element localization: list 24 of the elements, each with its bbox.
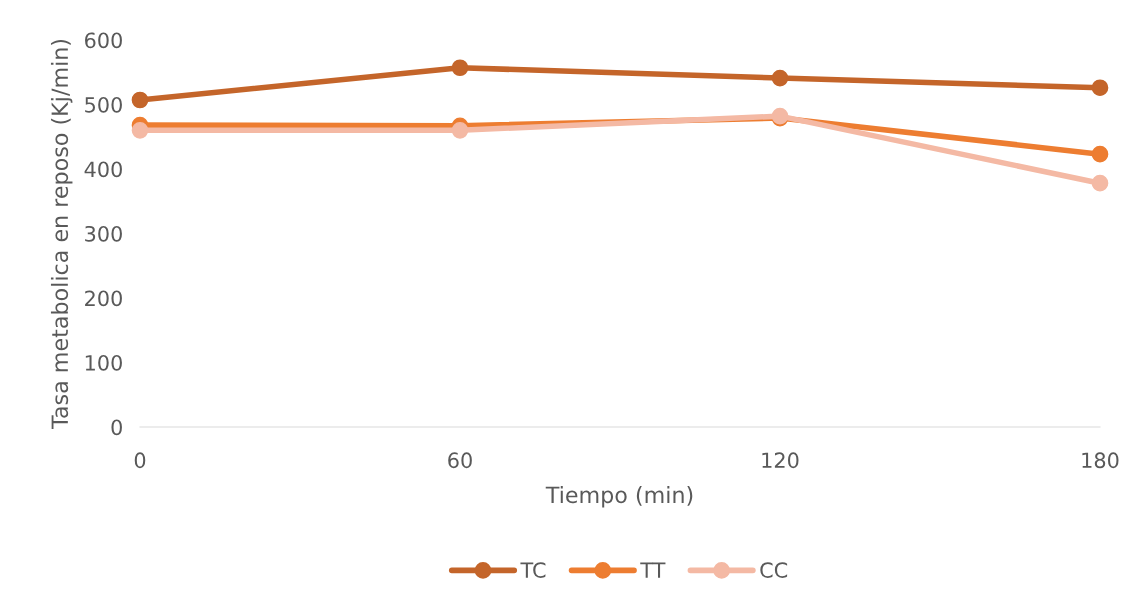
point bbox=[1091, 145, 1109, 163]
x-tick-label: 0 bbox=[134, 452, 146, 469]
y-tick-label: 500 bbox=[85, 96, 122, 113]
x-axis-title: Tiempo (min) bbox=[545, 486, 693, 508]
y-tick-label: 0 bbox=[111, 419, 122, 436]
point bbox=[771, 69, 789, 87]
x-tick-label: 180 bbox=[1082, 452, 1119, 469]
y-tick-label: 300 bbox=[85, 225, 122, 242]
point bbox=[451, 59, 469, 77]
x-tick-label: 120 bbox=[762, 452, 799, 469]
point bbox=[131, 121, 149, 139]
y-tick-label: 600 bbox=[85, 32, 122, 49]
legend-label: TT bbox=[640, 562, 666, 578]
point bbox=[451, 121, 469, 139]
point bbox=[1091, 174, 1109, 192]
y-tick-label: 200 bbox=[85, 290, 122, 307]
y-tick-label: 100 bbox=[85, 354, 122, 371]
legend-label: CC bbox=[760, 562, 788, 578]
y-tick-label: 400 bbox=[84, 161, 122, 178]
x-tick-label: 60 bbox=[448, 452, 472, 469]
point bbox=[1091, 79, 1109, 97]
y-axis-title: Tasa metabolica en reposo (Kj/min) bbox=[50, 39, 73, 430]
legend-label: TC bbox=[520, 562, 546, 578]
point bbox=[131, 91, 149, 109]
